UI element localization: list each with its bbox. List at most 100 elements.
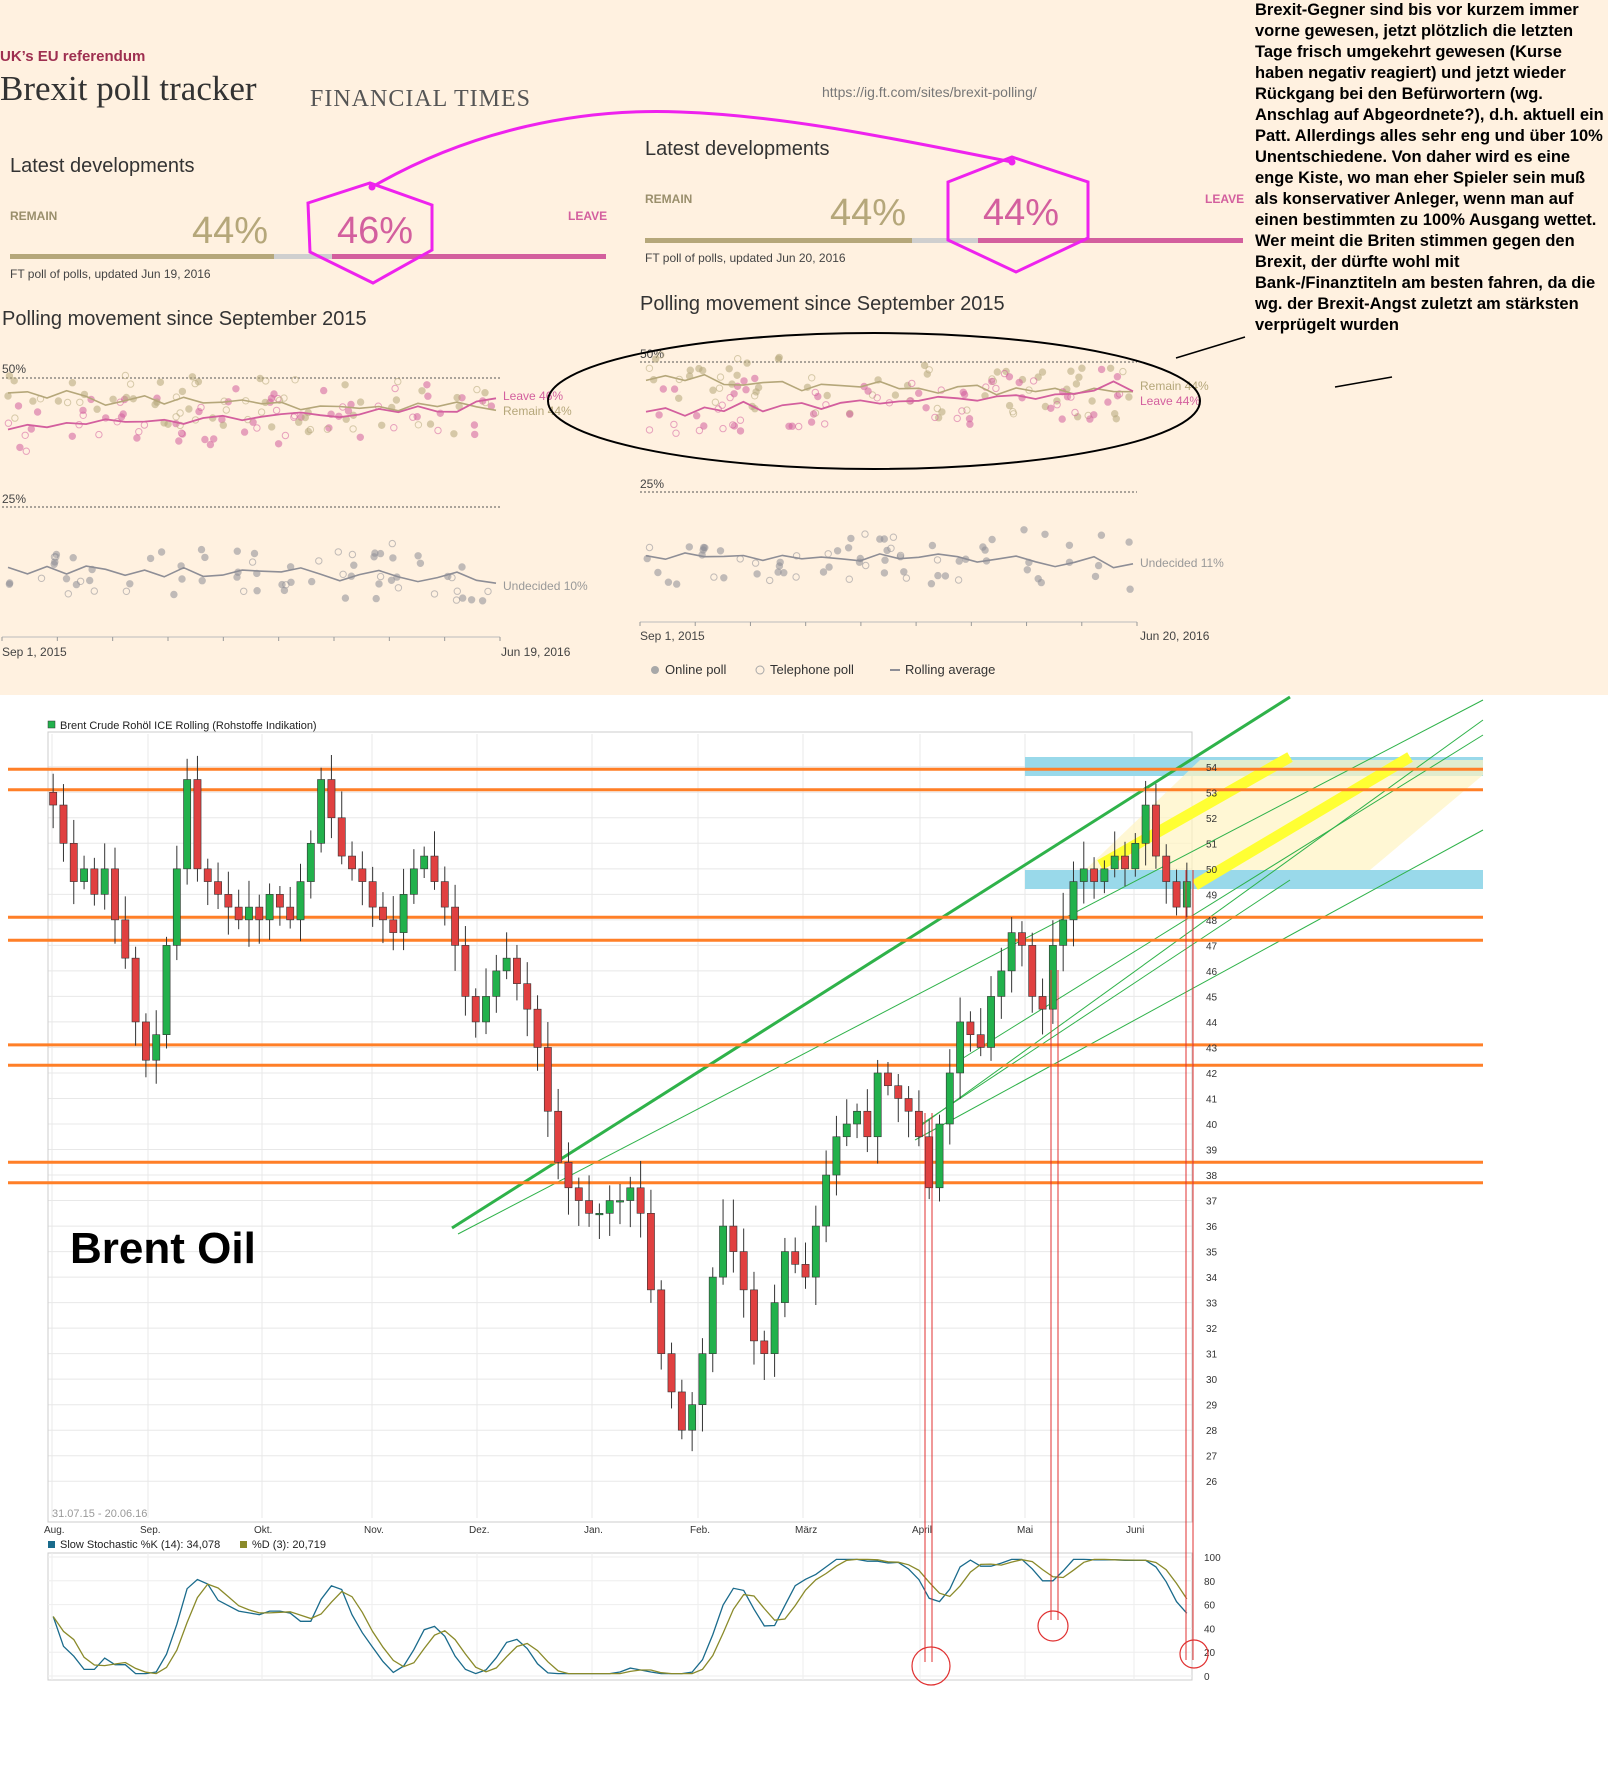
brent-y-tick-label: 42 xyxy=(1206,1069,1218,1080)
right-poll-dot xyxy=(953,414,961,423)
left-poll-dot xyxy=(126,380,135,388)
left-poll-dot xyxy=(453,393,461,402)
candle-body xyxy=(420,855,429,870)
right-poll-dot xyxy=(960,390,969,399)
left-poll-dot xyxy=(450,430,458,438)
left-poll-dot xyxy=(261,398,269,407)
horizontal-levels xyxy=(8,767,1483,1185)
right-poll-dot xyxy=(931,413,939,422)
right-poll-dot xyxy=(1078,364,1086,372)
stoch-y-tick-label: 60 xyxy=(1204,1601,1216,1612)
left-poll-dot xyxy=(146,554,155,563)
left-remain-pct: 44% xyxy=(192,210,268,252)
left-poll-dot xyxy=(52,550,61,559)
right-poll-dot xyxy=(814,392,822,401)
right-poll-dot xyxy=(880,569,889,577)
left-poll-dot xyxy=(320,386,328,395)
candle-body xyxy=(1028,945,1037,997)
candle-body xyxy=(616,1200,624,1203)
right-poll-dot xyxy=(753,570,761,578)
right-poll-dot xyxy=(1058,415,1066,423)
left-poll-dot xyxy=(72,580,81,589)
right-poll-dot xyxy=(1009,408,1017,416)
brent-y-tick-label: 50 xyxy=(1206,865,1218,876)
candle-body xyxy=(1131,843,1140,870)
right-poll-dot xyxy=(730,422,739,430)
channel-line-5 xyxy=(914,829,1484,1141)
left-poll-dot xyxy=(253,587,261,595)
right-poll-dot xyxy=(807,418,816,426)
right-poll-dot xyxy=(881,556,889,564)
right-poll-dot xyxy=(726,393,734,402)
stoch-y-tick-label: 40 xyxy=(1204,1624,1216,1635)
right-poll-dot xyxy=(876,535,884,543)
candle-body xyxy=(142,1021,150,1061)
left-poll-dot xyxy=(394,377,402,386)
left-poll-dot xyxy=(434,426,442,435)
left-poll-dot xyxy=(376,572,385,581)
stoch-k-line xyxy=(52,1558,1188,1675)
left-poll-dot xyxy=(191,379,199,388)
right-poll-dot xyxy=(686,366,694,374)
candle-body xyxy=(956,1021,965,1074)
left-footnote: FT poll of polls, updated Jun 19, 2016 xyxy=(10,267,211,281)
left-poll-dot xyxy=(471,430,479,439)
candle-body xyxy=(193,779,202,870)
right-y25-label: 25% xyxy=(640,477,664,491)
brent-y-tick-label: 41 xyxy=(1206,1094,1218,1105)
right-poll-dot xyxy=(1065,541,1074,549)
stoch-k-swatch xyxy=(48,1541,55,1548)
red-circle-june xyxy=(1179,1639,1209,1669)
right-poll-dot xyxy=(824,550,832,558)
brent-x-tick-label: Aug. xyxy=(44,1525,65,1536)
left-poll-dot xyxy=(122,587,131,595)
poll-ellipse-annotation xyxy=(547,332,1201,470)
right-poll-dot xyxy=(1038,368,1047,376)
brent-x-tick-label: Mai xyxy=(1017,1525,1033,1536)
left-poll-dot xyxy=(423,381,431,389)
brent-grid xyxy=(47,731,1193,1523)
right-poll-dot xyxy=(716,547,725,555)
candlesticks xyxy=(49,754,1191,1452)
candle-body xyxy=(275,894,284,908)
right-footnote: FT poll of polls, updated Jun 20, 2016 xyxy=(645,251,846,265)
brent-y-tick-label: 40 xyxy=(1206,1120,1218,1131)
candle-body xyxy=(327,779,336,819)
left-poll-dot xyxy=(119,410,127,418)
right-poll-dot xyxy=(734,355,742,363)
right-poll-dot xyxy=(844,544,853,552)
right-poll-dot xyxy=(958,407,966,415)
left-poll-dot xyxy=(478,597,487,605)
candle-body xyxy=(1018,932,1026,946)
channel-line-2 xyxy=(457,699,1484,1235)
left-poll-dot xyxy=(323,425,332,433)
right-poll-dot xyxy=(811,388,819,397)
left-poll-dot xyxy=(390,424,398,432)
right-poll-dot xyxy=(1075,373,1083,381)
left-poll-dot xyxy=(280,394,288,402)
candle-body xyxy=(729,1225,738,1252)
left-poll-dot xyxy=(64,590,73,598)
left-poll-dot xyxy=(291,376,299,384)
brent-y-tick-label: 49 xyxy=(1206,890,1218,901)
right-poll-dot xyxy=(993,368,1001,376)
left-poll-dot xyxy=(197,403,205,412)
left-leave-line xyxy=(7,397,497,431)
right-poll-dot xyxy=(861,530,869,538)
right-leave-line xyxy=(645,380,1134,417)
left-poll-dot xyxy=(178,387,187,396)
left-poll-dot xyxy=(315,557,323,565)
right-poll-dot xyxy=(654,568,662,577)
left-poll-dot xyxy=(270,390,278,398)
ft-url[interactable]: https://ig.ft.com/sites/brexit-polling/ xyxy=(822,84,1037,100)
left-poll-dot xyxy=(33,408,42,416)
candle-body xyxy=(1048,945,1057,1010)
right-undecided-bar xyxy=(912,238,978,243)
arc-end-dot xyxy=(1008,158,1016,166)
left-poll-dot xyxy=(69,554,77,562)
right-poll-dot xyxy=(891,391,900,399)
left-poll-dot xyxy=(341,381,349,389)
left-poll-dot xyxy=(63,398,72,407)
right-poll-dot xyxy=(1111,410,1119,418)
brent-frame xyxy=(47,731,1193,1523)
